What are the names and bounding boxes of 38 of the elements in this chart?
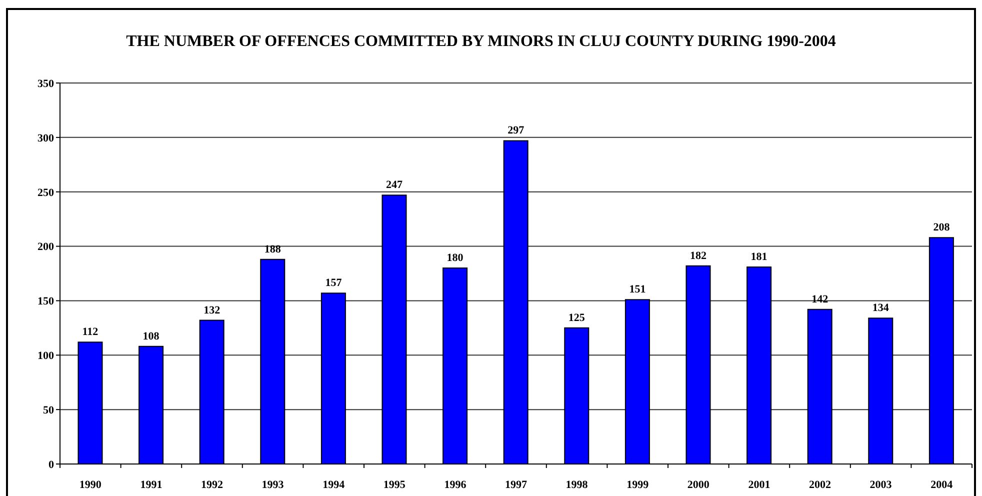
x-tick-label: 1992 [201, 478, 224, 491]
y-tick-label: 250 [38, 186, 54, 199]
x-tick-label: 2004 [930, 478, 954, 491]
data-label: 182 [690, 250, 707, 262]
x-tick-label: 1991 [140, 478, 162, 491]
x-tick-label: 1996 [444, 478, 467, 491]
x-tick-label: 1998 [566, 478, 588, 491]
data-label: 125 [568, 312, 586, 324]
x-tick-label: 1993 [262, 478, 284, 491]
y-tick-label: 50 [43, 404, 54, 416]
x-tick-label: 2000 [687, 478, 710, 491]
data-label: 132 [204, 304, 221, 316]
chart-title: THE NUMBER OF OFFENCES COMMITTED BY MINORS IN CLUJ COUNTY DURING 1990-2004 [125, 33, 837, 51]
y-tick-label: 300 [38, 132, 54, 144]
x-tick-label: 2003 [870, 478, 892, 491]
y-tick-label: 200 [38, 241, 54, 254]
data-label: 112 [82, 326, 99, 338]
x-tick-label: 1994 [322, 478, 346, 491]
data-label: 188 [264, 243, 282, 256]
y-tick-label: 100 [38, 350, 54, 362]
data-label: 181 [750, 250, 768, 263]
data-label: 151 [629, 284, 646, 296]
x-tick-label: 2002 [809, 478, 832, 491]
data-label: 247 [386, 179, 403, 192]
x-tick-label: 1999 [626, 478, 650, 491]
x-tick-label: 1995 [383, 478, 406, 491]
data-label: 180 [446, 252, 464, 264]
data-label: 157 [325, 277, 342, 290]
x-tick-label: 1990 [79, 478, 102, 491]
data-label: 134 [872, 302, 890, 314]
data-label: 108 [142, 330, 160, 342]
data-label: 297 [508, 124, 525, 137]
y-tick-label: 350 [38, 78, 54, 90]
x-tick-label: 1997 [505, 478, 528, 491]
y-tick-label: 0 [48, 458, 54, 471]
x-tick-label: 2001 [748, 478, 770, 491]
data-label: 208 [933, 222, 950, 234]
y-tick-label: 150 [38, 296, 54, 308]
